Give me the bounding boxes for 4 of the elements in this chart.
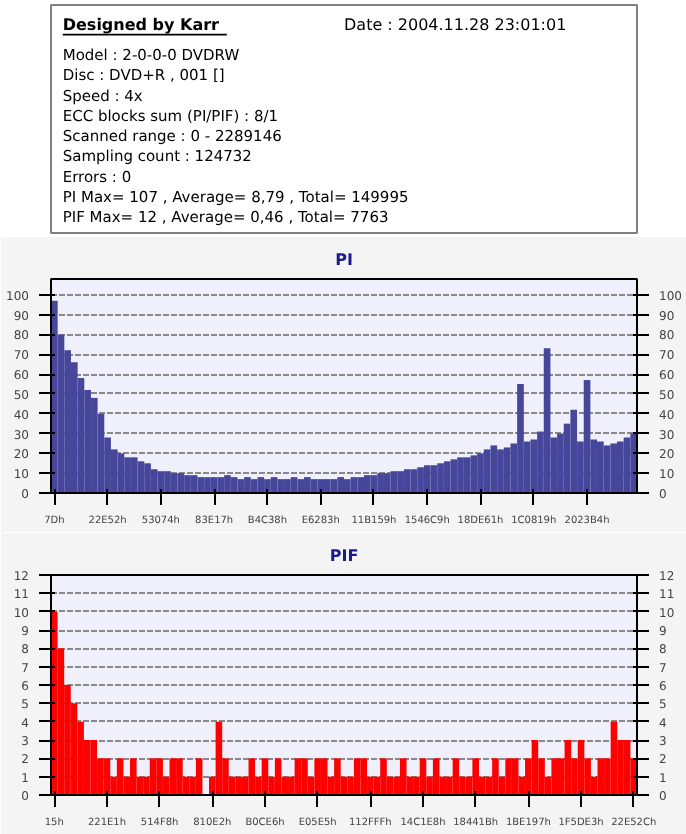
- chart-title: PI: [335, 251, 353, 269]
- chart-title: PIF: [329, 547, 359, 565]
- text: Date : 2004.11.28 23:01:01: [344, 16, 567, 35]
- text: Designed by Karr: [62, 16, 220, 35]
